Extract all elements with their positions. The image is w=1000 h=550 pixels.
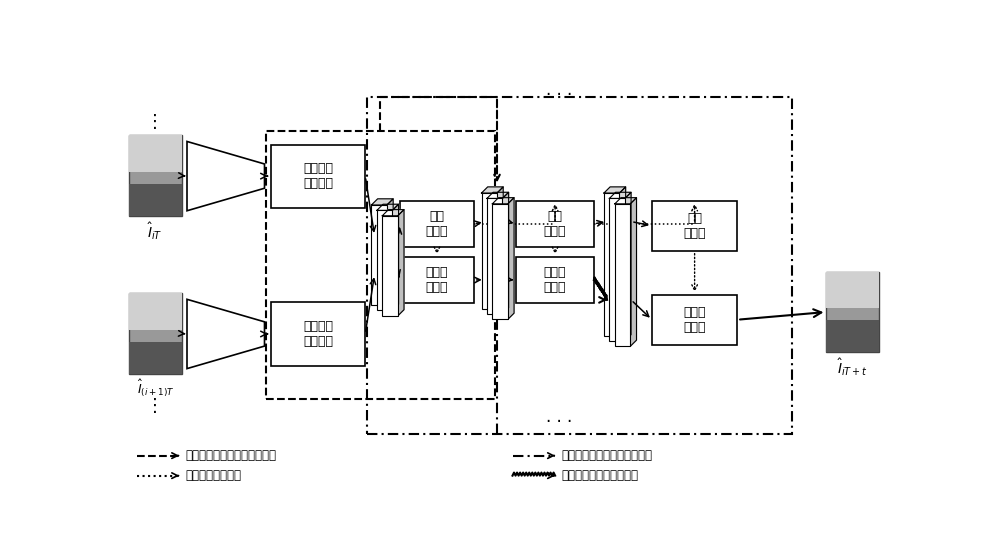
Text: 为合成中间帧的传输路径: 为合成中间帧的传输路径 (561, 469, 638, 482)
Text: 中间帧
合成器: 中间帧 合成器 (683, 306, 706, 334)
Polygon shape (371, 199, 393, 205)
Bar (129, 293, 182, 374)
Bar (129, 293, 182, 329)
Bar (266, 131, 495, 399)
Text: 为后一关键帧的特征传输路径: 为后一关键帧的特征传输路径 (561, 449, 652, 462)
Polygon shape (625, 192, 631, 341)
Polygon shape (482, 187, 503, 193)
Polygon shape (487, 192, 509, 199)
Polygon shape (377, 204, 399, 210)
Polygon shape (187, 141, 264, 211)
Bar (371, 205, 387, 305)
Polygon shape (398, 210, 404, 316)
Polygon shape (630, 197, 637, 346)
Text: 光流
预测器: 光流 预测器 (426, 210, 448, 238)
Polygon shape (502, 192, 509, 314)
Bar (382, 216, 398, 316)
Text: 中间帧
合成器: 中间帧 合成器 (544, 266, 566, 294)
Bar (129, 135, 182, 216)
Polygon shape (609, 192, 631, 199)
Bar (615, 204, 630, 346)
Polygon shape (508, 197, 514, 320)
Text: 光流
预测器: 光流 预测器 (544, 210, 566, 238)
Text: $\hat{I}_{(i+1)T}$: $\hat{I}_{(i+1)T}$ (137, 378, 174, 399)
Bar (492, 204, 508, 320)
Bar (826, 320, 879, 353)
Bar (129, 342, 182, 374)
Bar (826, 272, 879, 308)
Text: $\hat{I}_{iT}$: $\hat{I}_{iT}$ (147, 220, 163, 241)
Text: 为前一关键帧的特征传输路径: 为前一关键帧的特征传输路径 (185, 449, 276, 462)
Bar (487, 199, 502, 314)
Bar (826, 272, 879, 353)
Bar (129, 184, 182, 216)
Bar (516, 201, 594, 247)
Bar (609, 199, 625, 341)
Polygon shape (619, 187, 626, 336)
Bar (129, 135, 182, 172)
Bar (367, 97, 792, 434)
Text: 光流
预测器: 光流 预测器 (683, 212, 706, 240)
Bar (652, 201, 737, 251)
Text: ⋮: ⋮ (146, 113, 164, 131)
Bar (271, 302, 365, 366)
Bar (652, 295, 737, 345)
Text: 金字塔特
征提取器: 金字塔特 征提取器 (303, 320, 333, 348)
Polygon shape (604, 187, 626, 193)
Bar (400, 201, 474, 247)
Polygon shape (392, 204, 399, 310)
Text: 为光流的传输路径: 为光流的传输路径 (185, 469, 241, 482)
Bar (516, 257, 594, 303)
Bar (271, 145, 365, 208)
Polygon shape (615, 197, 637, 204)
Text: · · ·: · · · (546, 412, 572, 431)
Polygon shape (387, 199, 393, 305)
Polygon shape (382, 210, 404, 216)
Bar (400, 257, 474, 303)
Text: 金字塔特
征提取器: 金字塔特 征提取器 (303, 162, 333, 190)
Polygon shape (187, 299, 264, 369)
Text: ⋮: ⋮ (146, 397, 164, 415)
Bar (482, 193, 497, 309)
Bar (377, 210, 392, 310)
Polygon shape (497, 187, 503, 309)
Bar (604, 193, 619, 336)
Text: 中间帧
合成器: 中间帧 合成器 (426, 266, 448, 294)
Polygon shape (492, 197, 514, 204)
Text: · · ·: · · · (546, 86, 572, 104)
Text: $\hat{I}_{iT+t}$: $\hat{I}_{iT+t}$ (837, 356, 868, 378)
